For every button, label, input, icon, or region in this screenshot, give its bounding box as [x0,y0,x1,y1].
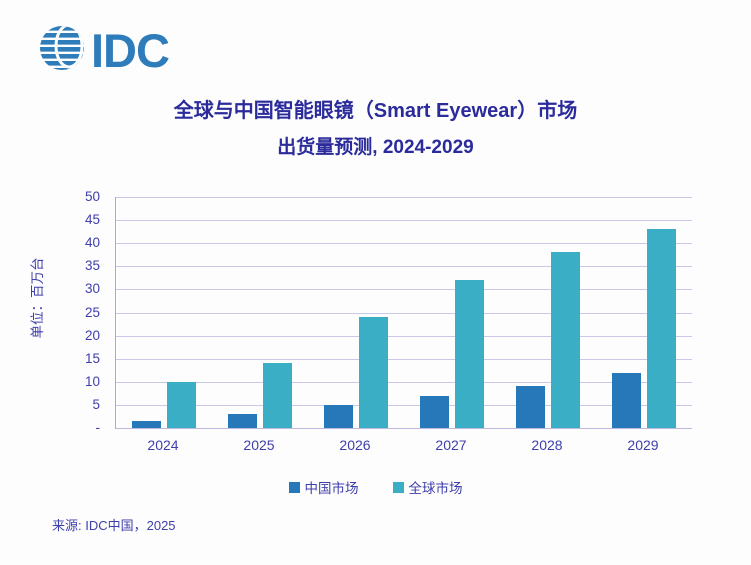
legend-swatch-icon [392,481,404,493]
bar-series2-2029 [647,229,676,428]
bar-series1-2026 [324,404,353,428]
x-axis-label: 2027 [435,437,467,453]
x-axis-label: 2028 [531,437,563,453]
legend: 中国市场 全球市场 [0,477,751,497]
bar-series1-2024 [132,421,161,428]
legend-swatch-icon [288,481,300,493]
gridline [116,358,692,360]
bar-series1-2025 [228,414,257,428]
gridline [116,197,692,198]
bar-series2-2026 [359,317,388,428]
chart-title-line1: 全球与中国智能眼镜（Smart Eyewear）市场 [173,100,578,122]
legend-item: 全球市场 [392,477,463,497]
legend-item: 中国市场 [288,477,359,497]
y-tick-label: 20 [84,327,100,343]
y-tick-label: 45 [84,212,100,228]
bar-series2-2028 [551,252,580,428]
x-axis-label: 2029 [627,437,659,453]
y-tick-label: 50 [84,189,100,204]
bar-series1-2027 [420,395,449,428]
plot-area [115,197,692,429]
y-tick-label: 25 [84,304,100,320]
gridline [116,243,692,245]
bar-series2-2024 [167,381,196,428]
bar-series1-2029 [612,372,641,428]
y-tick-label: 30 [84,281,100,297]
legend-label: 中国市场 [304,481,359,496]
idc-logo: IDC [38,23,170,77]
gridline [116,312,692,314]
y-tick-label: 40 [84,235,100,251]
gridline [116,381,692,383]
y-tick-label: 15 [84,350,100,366]
gridline [116,404,692,406]
gridline [116,289,692,291]
chart-title-line2: 出货量预测, 2024-2029 [277,137,474,158]
y-tick-label: 10 [84,373,100,389]
gridline [116,335,692,337]
gridline [116,220,692,222]
bar-series2-2027 [455,280,484,428]
x-axis-label: 2025 [243,437,275,453]
y-tick-label: - [95,420,101,435]
striped-globe-icon [38,24,86,77]
x-axis-label: 2026 [339,437,371,453]
bar-series1-2028 [516,386,545,428]
chart-title: 全球与中国智能眼镜（Smart Eyewear）市场 出货量预测, 2024-2… [0,94,751,159]
source-note: 来源: IDC中国，2025 [52,518,176,533]
gridline [116,266,692,268]
bar-series2-2025 [263,363,292,428]
legend-label: 全球市场 [408,481,463,496]
idc-logo-text: IDC [91,23,170,77]
y-tick-label: 5 [92,396,100,412]
y-tick-label: 35 [84,258,100,274]
x-axis-label: 2024 [147,437,179,453]
